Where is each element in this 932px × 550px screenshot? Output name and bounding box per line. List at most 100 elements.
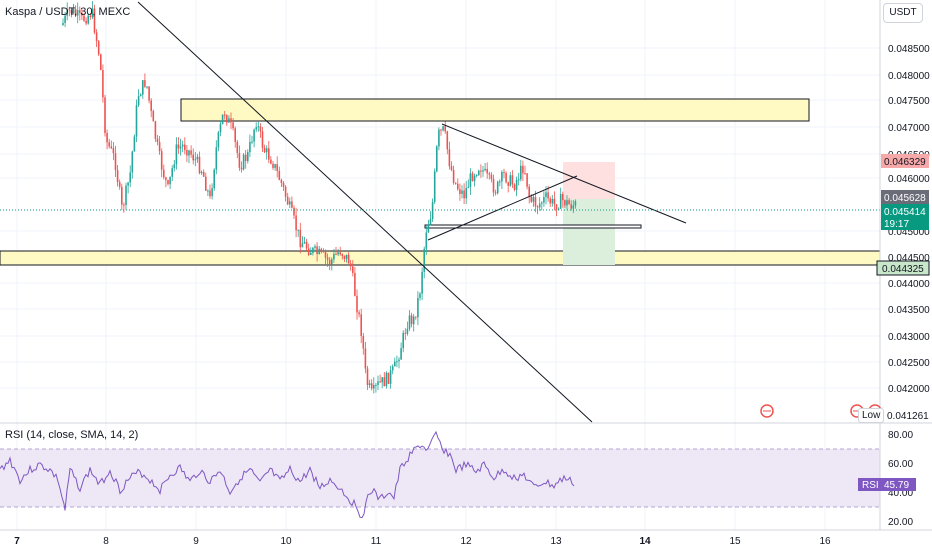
candle-body (383, 377, 386, 387)
time-tick: 12 (460, 536, 472, 547)
support-zone[interactable] (0, 250, 881, 266)
candle-body (436, 146, 438, 172)
candle-body (396, 361, 398, 363)
candle-body (307, 248, 310, 255)
candle-body (62, 22, 64, 25)
candle-body (188, 150, 190, 156)
candle-body (354, 272, 356, 296)
candle-body (70, 10, 73, 14)
candle-body (303, 241, 306, 244)
candle-body (97, 41, 100, 55)
symbol-title[interactable]: Kaspa / USDT, 30, MEXC (5, 6, 131, 18)
candle-body (473, 175, 476, 182)
candle-body (202, 171, 205, 177)
candle-body (131, 151, 134, 173)
candle-body (85, 20, 87, 24)
candle-body (467, 187, 470, 189)
triangle-base-rect[interactable] (424, 224, 642, 229)
currency-button[interactable]: USDT (883, 3, 923, 23)
candle-body (299, 229, 302, 248)
candle-body (501, 171, 503, 182)
candle-body (480, 170, 482, 172)
zones (0, 98, 881, 266)
candle-body (333, 253, 335, 260)
candle-body (421, 271, 423, 294)
price-tick: 0.047000 (888, 123, 930, 134)
candle-body (207, 190, 209, 192)
countdown-text: 19:17 (884, 219, 909, 230)
candle-body (423, 248, 425, 272)
candle-body (553, 198, 556, 205)
candle-body (572, 205, 575, 209)
candle-body (95, 32, 98, 42)
position-stop-zone[interactable] (563, 162, 615, 199)
rsi-tick: 60.00 (888, 459, 913, 470)
candle-body (74, 9, 77, 16)
candle-body (127, 182, 129, 186)
candle-body (457, 183, 459, 190)
candle-body (532, 197, 535, 202)
candle-body (469, 173, 472, 188)
time-tick: 16 (819, 536, 831, 547)
candle-body (79, 10, 81, 13)
candle-body (461, 190, 463, 194)
candle-body (190, 150, 192, 155)
candle-body (513, 184, 516, 190)
candle-body (137, 96, 140, 106)
candle-body (442, 126, 444, 131)
candle-body (318, 248, 320, 255)
candle-body (341, 254, 344, 256)
candle-body (452, 170, 455, 183)
resistance-zone[interactable] (180, 98, 810, 122)
candle-body (404, 332, 407, 334)
candle-body (263, 147, 266, 153)
rsi-axis[interactable]: 80.00 60.00 40.00 20.00 (888, 430, 913, 528)
candle-body (142, 80, 144, 95)
current-price-text: 0.045414 (884, 207, 926, 218)
candle-body (244, 154, 247, 162)
candle-body (297, 229, 299, 231)
candle-body (524, 173, 526, 175)
candle-body (316, 246, 318, 255)
candle-body (223, 114, 226, 116)
last-price-badge: 0.045628 (881, 190, 929, 204)
price-tick: 0.044500 (888, 253, 930, 264)
candle-body (398, 359, 400, 362)
candle-body (205, 176, 207, 191)
candle-body (324, 251, 327, 258)
candle-body (253, 129, 255, 142)
candle-body (104, 97, 106, 134)
candle-body (408, 315, 411, 329)
candle-body (165, 177, 167, 181)
candle-body (66, 9, 68, 16)
descending-trendline[interactable] (137, 1, 593, 423)
candle-body (366, 368, 369, 386)
time-axis[interactable]: 7 8 9 10 11 12 13 14 15 16 (14, 536, 831, 547)
rsi-panel (0, 430, 880, 519)
candle-body (391, 366, 394, 371)
rsi-title[interactable]: RSI (14, close, SMA, 14, 2) (5, 429, 139, 441)
candle-body (209, 190, 211, 197)
candle-body (412, 316, 415, 325)
triangle-upper-line[interactable] (441, 123, 687, 224)
candle-body (360, 314, 362, 337)
price-tick: 0.046000 (888, 174, 930, 185)
candle-body (146, 86, 148, 88)
candle-body (448, 149, 451, 167)
candle-body (562, 194, 564, 201)
event-icon[interactable] (760, 404, 774, 418)
price-tick: 0.043000 (888, 332, 930, 343)
candle-body (144, 80, 146, 87)
candle-body (169, 176, 171, 185)
candle-body (196, 156, 199, 160)
rsi-tick: 80.00 (888, 430, 913, 441)
candle-body (257, 126, 260, 128)
time-tick: 7 (14, 536, 20, 547)
candle-body (425, 232, 428, 249)
triangle-lower-line[interactable] (427, 175, 578, 241)
candle-body (368, 383, 371, 386)
candle-body (192, 154, 194, 161)
candle-body (475, 174, 478, 176)
candle-body (123, 204, 125, 206)
